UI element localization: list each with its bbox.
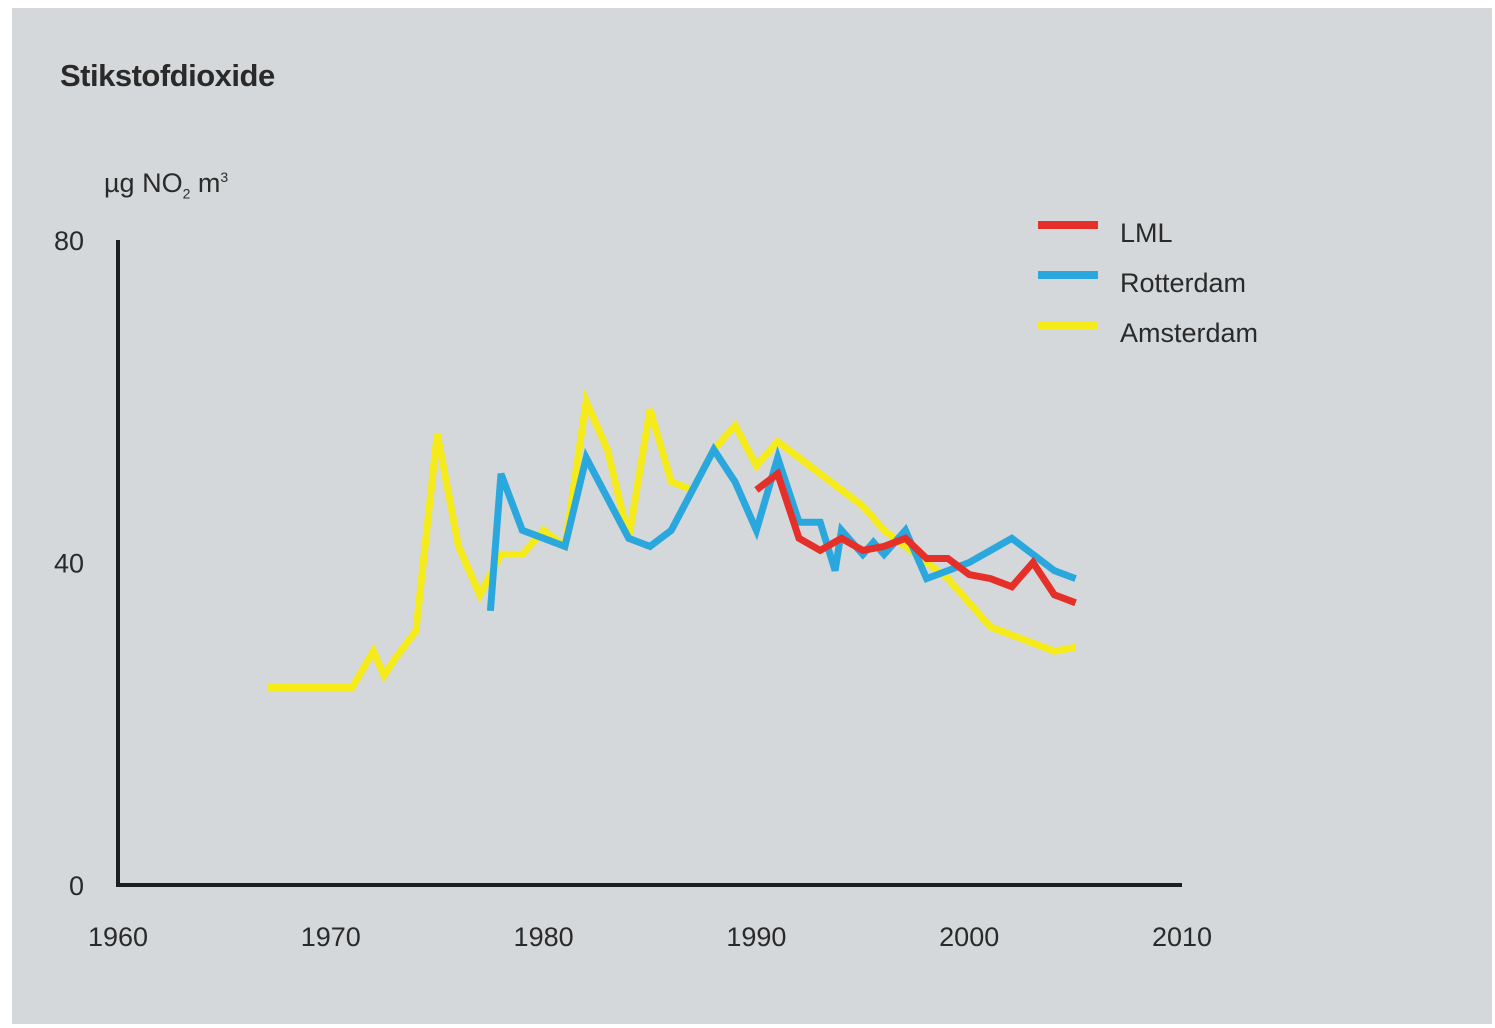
series-line-lml — [754, 468, 1077, 607]
x-tick-label-1960: 1960 — [88, 922, 148, 952]
y-tick-label-80: 80 — [54, 226, 84, 256]
y-axis-unit-label: µg NO2 m3 — [104, 168, 228, 201]
y-unit-mid: m — [190, 168, 221, 198]
legend-label-amsterdam: Amsterdam — [1120, 318, 1258, 348]
x-tick-label-2010: 2010 — [1152, 922, 1212, 952]
x-tick-label-1980: 1980 — [514, 922, 574, 952]
chart-title: Stikstofdioxide — [60, 58, 275, 93]
y-tick-label-0: 0 — [69, 871, 84, 901]
series-line-rotterdam — [486, 442, 1077, 612]
x-tick-label-2000: 2000 — [939, 922, 999, 952]
x-tick-label-1990: 1990 — [726, 922, 786, 952]
y-tick-label-40: 40 — [54, 549, 84, 579]
y-unit-prefix: µg NO — [104, 168, 183, 198]
y-unit-subscript: 2 — [182, 185, 191, 202]
legend-label-lml: LML — [1120, 218, 1173, 248]
x-tick-label-1970: 1970 — [301, 922, 361, 952]
series-line-amsterdam — [267, 388, 1077, 691]
legend-label-rotterdam: Rotterdam — [1120, 268, 1246, 298]
y-unit-superscript: 3 — [220, 169, 229, 185]
